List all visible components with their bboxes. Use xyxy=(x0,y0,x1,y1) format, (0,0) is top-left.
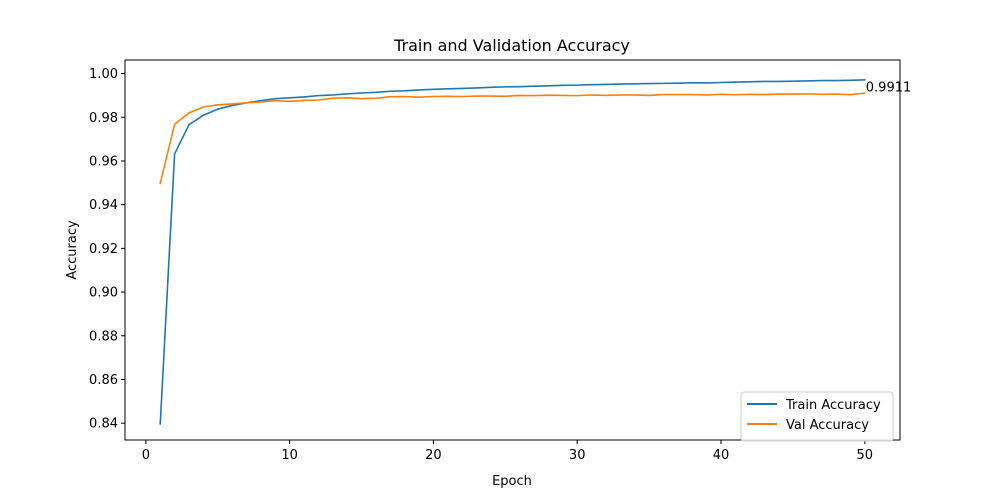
x-tick-label: 20 xyxy=(425,448,442,463)
legend-box xyxy=(740,391,894,442)
y-tick-label: 0.88 xyxy=(89,329,118,344)
y-tick-label: 0.94 xyxy=(89,198,118,213)
y-tick-label: 0.86 xyxy=(89,373,118,388)
y-axis-label: Accuracy xyxy=(65,220,80,280)
legend-label-train: Train Accuracy xyxy=(785,398,881,413)
x-tick-label: 40 xyxy=(713,448,730,463)
y-tick-label: 0.92 xyxy=(89,242,118,257)
y-tick-label: 0.98 xyxy=(89,111,118,126)
legend-label-val: Val Accuracy xyxy=(786,418,869,433)
series-line-train xyxy=(159,79,866,425)
y-tick-label: 0.90 xyxy=(89,286,118,301)
legend: Train Accuracy Val Accuracy xyxy=(740,391,894,442)
y-tick-label: 1.00 xyxy=(89,67,118,82)
x-axis: 0 10 20 30 40 50 xyxy=(142,440,873,463)
plot-area: 0.9911 xyxy=(124,59,912,441)
chart-title: Train and Validation Accuracy xyxy=(393,36,630,55)
y-tick-label: 0.96 xyxy=(89,154,118,169)
series-line-val xyxy=(159,92,866,185)
y-axis: 0.84 0.86 0.88 0.90 0.92 0.94 0.96 0.98 1.00 xyxy=(89,67,125,432)
final-value-annotation: 0.9911 xyxy=(866,80,912,95)
series-layer xyxy=(159,79,866,425)
plot-frame xyxy=(124,59,901,441)
annotation-layer: 0.9911 xyxy=(866,80,912,95)
x-tick-label: 50 xyxy=(856,448,873,463)
x-tick-label: 0 xyxy=(142,448,150,463)
x-tick-label: 30 xyxy=(569,448,586,463)
x-axis-label: Epoch xyxy=(492,474,532,489)
y-tick-label: 0.84 xyxy=(89,417,118,432)
x-tick-label: 10 xyxy=(281,448,298,463)
